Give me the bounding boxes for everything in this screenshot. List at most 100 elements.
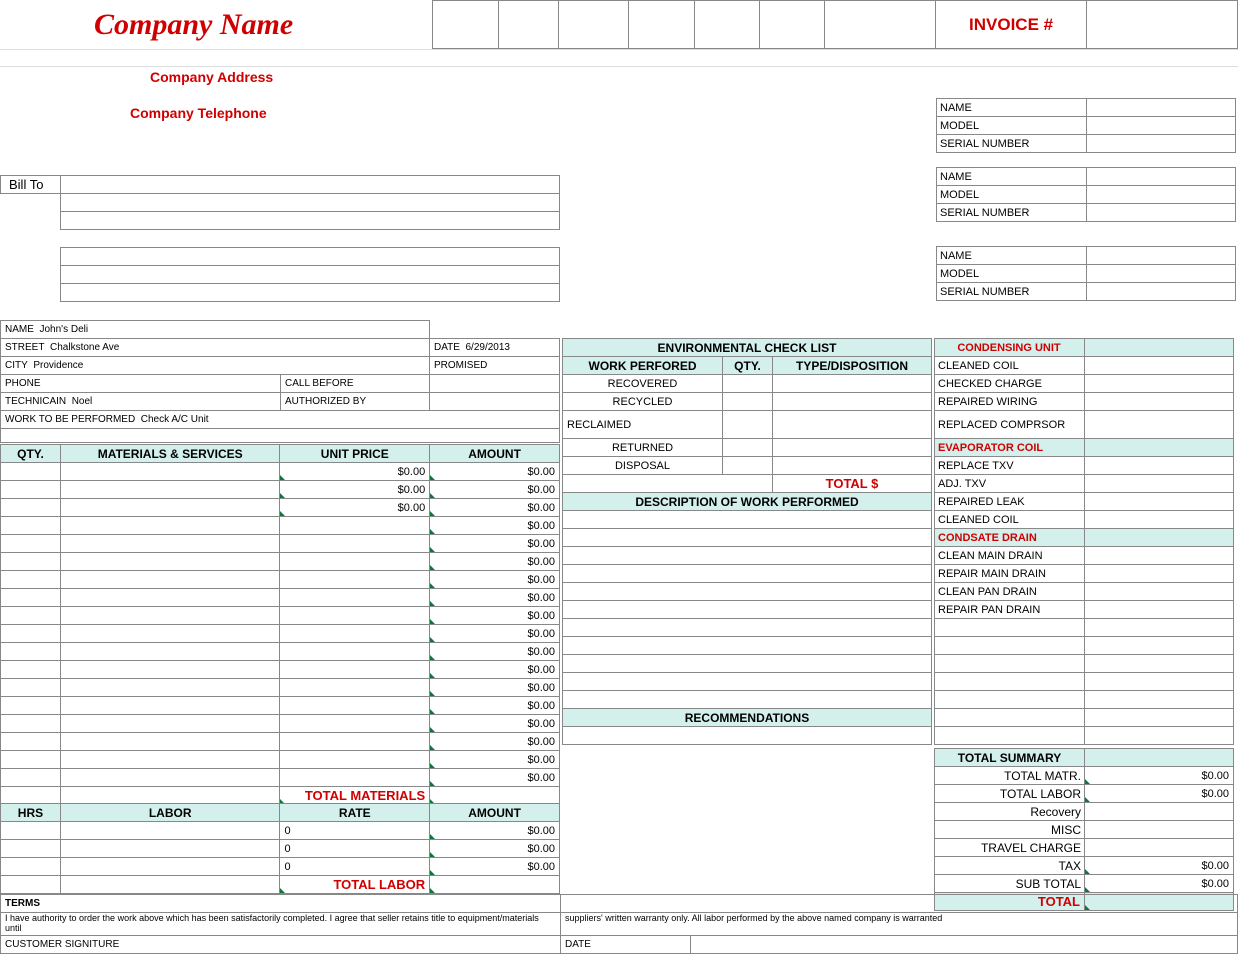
mat-unit[interactable] [280, 589, 430, 607]
mat-desc[interactable] [60, 643, 280, 661]
mat-unit[interactable] [280, 679, 430, 697]
checklist-value[interactable] [1085, 393, 1234, 411]
lab-desc[interactable] [60, 840, 280, 858]
mat-desc[interactable] [60, 535, 280, 553]
env-work-label: RETURNED [563, 439, 723, 457]
env-type[interactable] [773, 457, 932, 475]
equip-serial-value[interactable] [1087, 135, 1236, 153]
mat-qty[interactable] [1, 463, 61, 481]
checklist-value[interactable] [1085, 375, 1234, 393]
mat-unit[interactable] [280, 571, 430, 589]
mat-unit[interactable] [280, 715, 430, 733]
mat-desc[interactable] [60, 733, 280, 751]
mat-unit[interactable] [280, 643, 430, 661]
checklist-value[interactable] [1085, 511, 1234, 529]
mat-desc[interactable] [60, 769, 280, 787]
mat-qty[interactable] [1, 589, 61, 607]
mat-qty[interactable] [1, 661, 61, 679]
mat-qty[interactable] [1, 607, 61, 625]
env-qty[interactable] [723, 457, 773, 475]
env-type[interactable] [773, 393, 932, 411]
mat-qty[interactable] [1, 499, 61, 517]
terms-block: TERMS I have authority to order the work… [0, 894, 1238, 954]
mat-unit[interactable] [280, 769, 430, 787]
mat-desc[interactable] [60, 463, 280, 481]
mat-desc[interactable] [60, 553, 280, 571]
lab-rate[interactable]: 0 [280, 858, 430, 876]
checklist-block: CONDENSING UNIT CLEANED COILCHECKED CHAR… [934, 338, 1234, 745]
mat-unit[interactable]: $0.00 [280, 481, 430, 499]
mat-desc[interactable] [60, 751, 280, 769]
env-type[interactable] [773, 375, 932, 393]
checklist-item: REPAIRED LEAK [935, 493, 1085, 511]
env-type[interactable] [773, 439, 932, 457]
env-qty[interactable] [723, 439, 773, 457]
checklist-value[interactable] [1085, 601, 1234, 619]
env-qty[interactable] [723, 393, 773, 411]
checklist-value[interactable] [1085, 565, 1234, 583]
col-ms: MATERIALS & SERVICES [60, 445, 280, 463]
mat-qty[interactable] [1, 751, 61, 769]
mat-qty[interactable] [1, 517, 61, 535]
lab-hrs[interactable] [1, 822, 61, 840]
checklist-value[interactable] [1085, 493, 1234, 511]
mat-unit[interactable] [280, 751, 430, 769]
lab-hrs[interactable] [1, 858, 61, 876]
mat-desc[interactable] [60, 517, 280, 535]
mat-qty[interactable] [1, 571, 61, 589]
mat-desc[interactable] [60, 679, 280, 697]
mat-unit[interactable] [280, 697, 430, 715]
mat-qty[interactable] [1, 733, 61, 751]
mat-qty[interactable] [1, 715, 61, 733]
summary-row-value: $0.00 [1085, 857, 1234, 875]
invoice-number-value[interactable] [1087, 1, 1238, 49]
mat-desc[interactable] [60, 571, 280, 589]
mat-unit[interactable] [280, 661, 430, 679]
lab-hrs[interactable] [1, 840, 61, 858]
checklist-value[interactable] [1085, 475, 1234, 493]
mat-desc[interactable] [60, 625, 280, 643]
mat-qty[interactable] [1, 535, 61, 553]
mat-qty[interactable] [1, 553, 61, 571]
equip-name-value[interactable] [1087, 99, 1236, 117]
mat-unit[interactable] [280, 733, 430, 751]
env-qty[interactable] [723, 375, 773, 393]
env-type[interactable] [773, 411, 932, 439]
mat-unit[interactable] [280, 607, 430, 625]
mat-qty[interactable] [1, 625, 61, 643]
mat-qty[interactable] [1, 481, 61, 499]
mat-desc[interactable] [60, 589, 280, 607]
mat-desc[interactable] [60, 607, 280, 625]
mat-unit[interactable]: $0.00 [280, 499, 430, 517]
summary-row-label: SUB TOTAL [935, 875, 1085, 893]
summary-row-label: TAX [935, 857, 1085, 875]
condsate-drain-header: CONDSATE DRAIN [935, 529, 1085, 547]
mat-unit[interactable] [280, 625, 430, 643]
mat-unit[interactable] [280, 517, 430, 535]
lab-rate[interactable]: 0 [280, 840, 430, 858]
equip-model-value[interactable] [1087, 117, 1236, 135]
mat-desc[interactable] [60, 715, 280, 733]
checklist-value[interactable] [1085, 457, 1234, 475]
checklist-item: REPAIR MAIN DRAIN [935, 565, 1085, 583]
mat-desc[interactable] [60, 697, 280, 715]
mat-amt: $0.00 [430, 535, 560, 553]
mat-desc[interactable] [60, 661, 280, 679]
checklist-value[interactable] [1085, 583, 1234, 601]
mat-desc[interactable] [60, 481, 280, 499]
lab-rate[interactable]: 0 [280, 822, 430, 840]
env-qty[interactable] [723, 411, 773, 439]
mat-qty[interactable] [1, 769, 61, 787]
mat-qty[interactable] [1, 697, 61, 715]
lab-desc[interactable] [60, 858, 280, 876]
mat-unit[interactable] [280, 553, 430, 571]
mat-unit[interactable] [280, 535, 430, 553]
mat-unit[interactable]: $0.00 [280, 463, 430, 481]
mat-desc[interactable] [60, 499, 280, 517]
mat-qty[interactable] [1, 643, 61, 661]
checklist-value[interactable] [1085, 357, 1234, 375]
mat-qty[interactable] [1, 679, 61, 697]
checklist-value[interactable] [1085, 547, 1234, 565]
checklist-value[interactable] [1085, 411, 1234, 439]
lab-desc[interactable] [60, 822, 280, 840]
